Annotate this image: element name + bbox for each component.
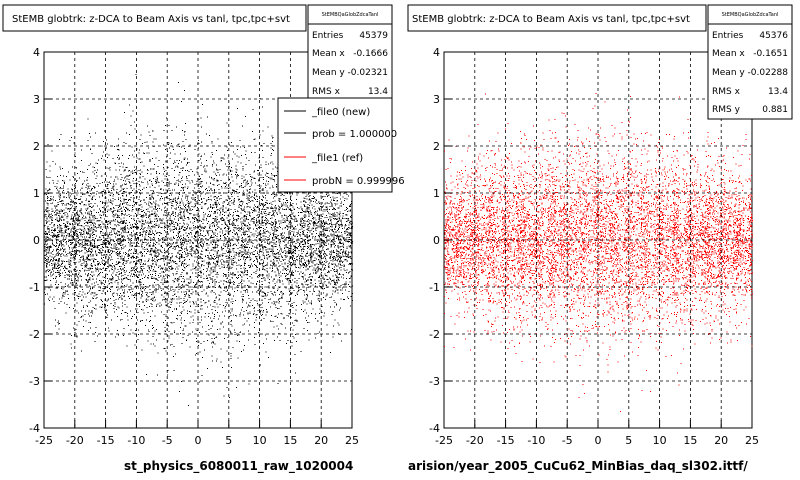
y-tick-label: -2 [29, 328, 40, 341]
x-tick-label: 5 [625, 434, 632, 447]
right-stats-value: -0.1651 [753, 49, 788, 59]
left-stats-value: 45379 [359, 31, 388, 41]
right-grid [444, 52, 752, 428]
right-stats-value: 13.4 [768, 87, 788, 97]
y-tick-label: -3 [29, 375, 40, 388]
right-stats-value: 0.881 [762, 105, 788, 115]
left-stats-value: -0.02321 [348, 68, 388, 78]
right-stats-value: -0.02288 [748, 68, 789, 78]
right-scatter-points [444, 92, 753, 412]
x-tick-label: 15 [283, 434, 297, 447]
right-stats-label: Mean x [712, 49, 745, 59]
x-tick-label: 5 [225, 434, 232, 447]
x-tick-label: 0 [195, 434, 202, 447]
right-stats-label: RMS x [712, 87, 741, 97]
left-stats-label: Mean x [312, 49, 345, 59]
x-tick-label: -10 [127, 434, 145, 447]
right-chart-title: StEMB globtrk: z-DCA to Beam Axis vs tan… [412, 14, 690, 25]
right-title-box [407, 4, 707, 32]
right-stats-box: StEMBQaGlobZdcaTanl Entries 45376 Mean x… [707, 4, 793, 120]
x-tick-label: 20 [714, 434, 728, 447]
y-tick-label: -1 [29, 281, 40, 294]
y-tick-label: -2 [429, 328, 440, 341]
left-chart-title: StEMB globtrk: z-DCA to Beam Axis vs tan… [12, 14, 290, 25]
left-stats-value: -0.1666 [353, 49, 388, 59]
x-tick-label: 10 [253, 434, 267, 447]
left-stats-label: RMS x [312, 87, 341, 97]
y-tick-label: -4 [29, 422, 40, 435]
x-tick-label: -25 [435, 434, 453, 447]
y-tick-label: 0 [33, 234, 40, 247]
y-tick-label: 1 [33, 187, 40, 200]
x-tick-label: -25 [35, 434, 53, 447]
right-stats-value: 45376 [759, 31, 788, 41]
legend-label-probN: probN = 0.999996 [312, 176, 405, 187]
x-tick-label: 20 [314, 434, 328, 447]
x-tick-label: 15 [683, 434, 697, 447]
x-tick-label: -20 [66, 434, 84, 447]
y-tick-label: 3 [433, 93, 440, 106]
left-legend-box: _file0 (new) prob = 1.000000 _file1 (ref… [277, 97, 405, 193]
x-tick-label: -15 [97, 434, 115, 447]
left-stats-value: 13.4 [368, 87, 388, 97]
scatter-marks [444, 92, 753, 412]
x-tick-label: 10 [653, 434, 667, 447]
left-x-axis-caption: st_physics_6080011_raw_1020004 [124, 459, 353, 474]
x-tick-label: -20 [466, 434, 484, 447]
y-tick-label: 4 [433, 46, 440, 59]
left-stats-box: StEMBQaGlobZdcaTanl Entries 45379 Mean x… [307, 4, 393, 101]
right-stats-header: StEMBQaGlobZdcaTanl [722, 12, 779, 18]
right-stats-label: RMS y [712, 105, 741, 115]
left-title-box [2, 4, 307, 32]
y-tick-label: 1 [433, 187, 440, 200]
y-tick-label: -1 [429, 281, 440, 294]
y-tick-label: 3 [33, 93, 40, 106]
legend-label-file0: _file0 (new) [311, 107, 370, 118]
right-x-axis-caption: arision/year_2005_CuCu62_MinBias_daq_sl3… [408, 459, 748, 474]
right-stats-label: Mean y [712, 68, 745, 78]
x-tick-label: -15 [497, 434, 515, 447]
left-stats-label: Entries [312, 31, 344, 41]
right-stats-label: Entries [712, 31, 744, 41]
legend-label-file1: _file1 (ref) [311, 153, 363, 164]
y-tick-label: 0 [433, 234, 440, 247]
x-tick-label: -5 [162, 434, 173, 447]
left-stats-label: Mean y [312, 68, 345, 78]
y-tick-label: 2 [433, 140, 440, 153]
x-tick-label: 0 [595, 434, 602, 447]
y-tick-label: -3 [429, 375, 440, 388]
left-stats-header: StEMBQaGlobZdcaTanl [322, 12, 379, 18]
x-tick-label: -5 [562, 434, 573, 447]
y-tick-label: 2 [33, 140, 40, 153]
left-grid [44, 52, 352, 428]
x-tick-label: 25 [345, 434, 359, 447]
y-tick-label: 4 [33, 46, 40, 59]
x-tick-label: 25 [745, 434, 759, 447]
x-tick-label: -10 [527, 434, 545, 447]
y-tick-label: -4 [429, 422, 440, 435]
legend-label-prob: prob = 1.000000 [312, 129, 397, 140]
